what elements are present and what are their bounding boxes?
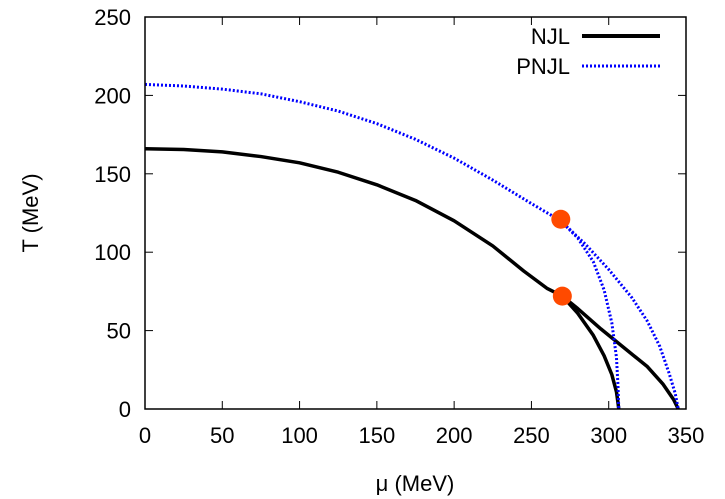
series-line-pnjl [559, 219, 621, 410]
plot-frame [144, 16, 687, 410]
series-line-njl [144, 146, 680, 410]
y-tick-label: 200 [94, 83, 131, 108]
legend-label-pnjl: PNJL [516, 54, 570, 79]
x-tick-label: 350 [668, 423, 705, 448]
x-axis-label: μ (MeV) [376, 471, 455, 496]
x-tick-label: 50 [210, 423, 234, 448]
series-line-njl [561, 294, 621, 410]
x-tick-label: 250 [513, 423, 550, 448]
legend-label-njl: NJL [531, 24, 570, 49]
series-line-pnjl [144, 82, 680, 410]
y-tick-label: 100 [94, 240, 131, 265]
x-tick-label: 200 [436, 423, 473, 448]
y-tick-label: 0 [119, 397, 131, 422]
x-tick-label: 0 [139, 423, 151, 448]
series-group [144, 82, 680, 410]
critical-point-marker [552, 286, 572, 306]
x-tick-label: 150 [358, 423, 395, 448]
y-axis-label: T (MeV) [18, 173, 43, 252]
legend: NJL PNJL [516, 24, 660, 79]
ticks-group: 0 50 100 150 200 250 300 350 0 50 100 150 200 250 [94, 5, 704, 448]
y-tick-label: 150 [94, 162, 131, 187]
y-tick-label: 50 [107, 319, 131, 344]
y-tick-label: 250 [94, 5, 131, 30]
x-tick-label: 100 [281, 423, 318, 448]
x-tick-label: 300 [590, 423, 627, 448]
critical-point-marker [551, 209, 571, 229]
critical-points-group [551, 209, 572, 306]
